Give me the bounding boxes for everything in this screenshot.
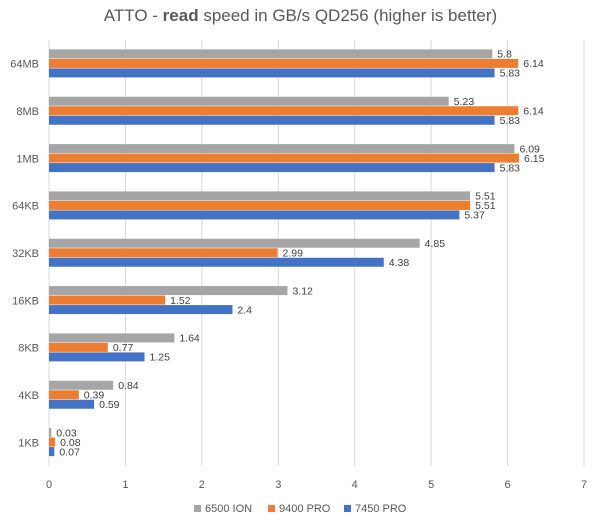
bar <box>49 286 288 296</box>
data-label: 0.03 <box>56 427 77 439</box>
data-label: 6.09 <box>519 143 540 155</box>
x-tick-label: 2 <box>199 479 205 491</box>
bar <box>49 305 233 315</box>
legend-swatch <box>194 505 201 512</box>
y-tick-label: 16KB <box>12 295 39 307</box>
data-label: 0.39 <box>84 390 105 402</box>
data-label: 0.77 <box>113 342 134 354</box>
y-tick-label: 4KB <box>18 390 39 402</box>
y-tick-label: 8MB <box>16 106 39 118</box>
data-label: 6.14 <box>523 106 544 118</box>
bar <box>49 58 519 68</box>
x-tick-label: 0 <box>46 479 52 491</box>
bar <box>49 447 55 457</box>
data-label: 5.83 <box>500 115 521 127</box>
y-tick-label: 64KB <box>12 201 39 213</box>
data-label: 0.84 <box>118 380 139 392</box>
bar <box>49 163 495 173</box>
legend-label: 9400 PRO <box>279 503 331 515</box>
data-label: 2.4 <box>237 304 252 316</box>
bar <box>49 210 460 220</box>
x-tick-label: 3 <box>275 479 281 491</box>
x-tick-label: 7 <box>581 479 587 491</box>
data-label: 3.12 <box>292 285 313 297</box>
bar <box>49 352 145 362</box>
data-label: 5.8 <box>497 49 512 61</box>
bar <box>49 200 471 210</box>
data-label: 2.99 <box>283 248 304 260</box>
bar <box>49 257 384 267</box>
data-label: 5.51 <box>475 200 496 212</box>
y-tick-label: 8KB <box>18 343 39 355</box>
bar <box>49 68 495 78</box>
x-tick-label: 4 <box>352 479 358 491</box>
data-label: 1.64 <box>179 333 200 345</box>
y-tick-label: 1KB <box>18 437 39 449</box>
bar <box>49 295 166 305</box>
x-tick-label: 6 <box>505 479 511 491</box>
bar <box>49 153 520 163</box>
bar <box>49 342 108 352</box>
chart-title: ATTO - read speed in GB/s QD256 (higher … <box>0 6 601 26</box>
data-label: 0.07 <box>59 446 80 458</box>
bar <box>49 96 449 106</box>
data-label: 1.52 <box>170 295 191 307</box>
x-tick-label: 1 <box>122 479 128 491</box>
bar <box>49 437 56 447</box>
data-label: 5.37 <box>464 210 485 222</box>
data-label: 6.15 <box>524 153 545 165</box>
data-label: 1.25 <box>150 352 171 364</box>
x-tick-label: 5 <box>428 479 434 491</box>
bar <box>49 106 519 116</box>
bar <box>49 390 79 400</box>
data-label: 4.38 <box>389 257 410 269</box>
bar <box>49 238 420 248</box>
legend-label: 7450 PRO <box>355 503 407 515</box>
y-tick-label: 1MB <box>16 153 39 165</box>
legend-swatch <box>344 505 351 512</box>
chart-title-bold: read <box>162 6 199 25</box>
bar <box>49 399 95 409</box>
chart-title-prefix: ATTO - <box>103 6 163 25</box>
y-tick-label: 32KB <box>12 248 39 260</box>
bar <box>49 49 493 59</box>
data-label: 0.59 <box>99 399 120 411</box>
bar <box>49 115 495 125</box>
bar <box>49 248 278 258</box>
data-label: 0.08 <box>60 437 81 449</box>
bar <box>49 428 52 438</box>
bar <box>49 380 114 390</box>
data-label: 5.83 <box>500 68 521 80</box>
data-label: 5.23 <box>454 96 475 108</box>
data-label: 6.14 <box>523 58 544 70</box>
data-label: 5.51 <box>475 191 496 203</box>
data-label: 5.83 <box>500 162 521 174</box>
legend-swatch <box>268 505 275 512</box>
bar <box>49 333 175 343</box>
bar <box>49 191 471 201</box>
y-tick-label: 64MB <box>10 59 39 71</box>
chart-title-suffix: speed in GB/s QD256 (higher is better) <box>198 6 498 25</box>
bar <box>49 144 515 154</box>
data-label: 4.85 <box>425 238 446 250</box>
legend-label: 6500 ION <box>205 503 252 515</box>
